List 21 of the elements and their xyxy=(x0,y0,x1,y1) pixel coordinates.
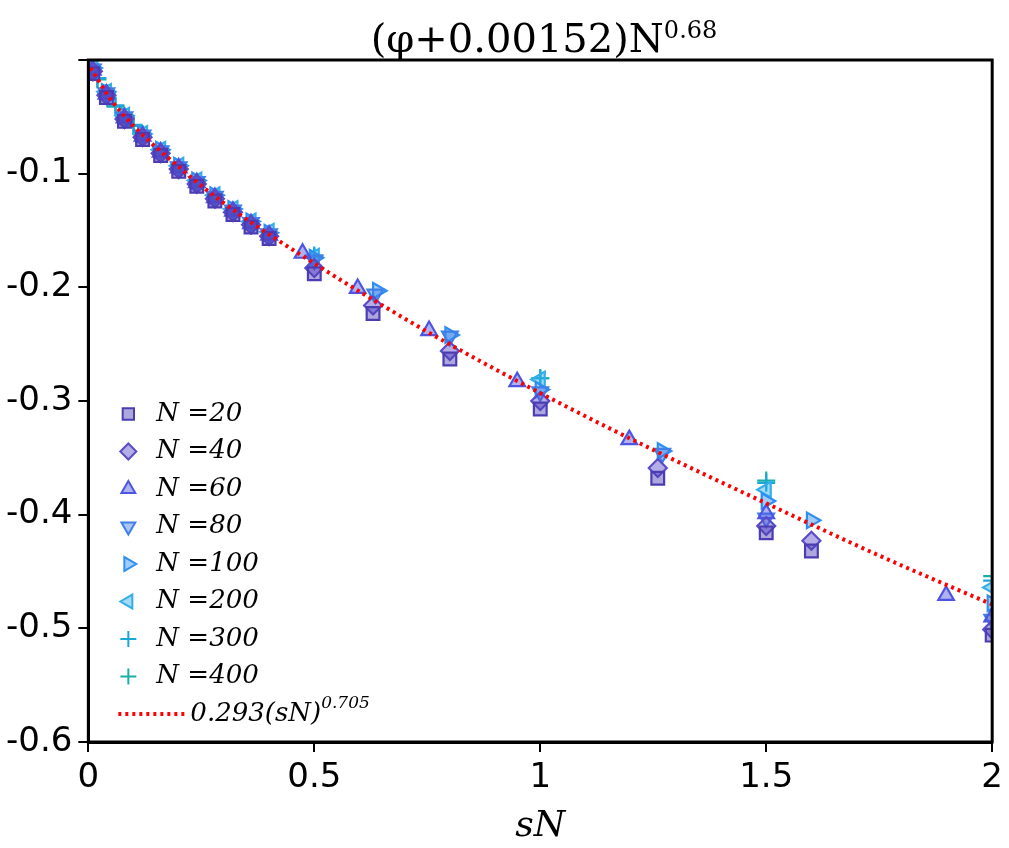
x-tick-label: 1 xyxy=(529,755,552,796)
x-tick-label: 1.5 xyxy=(739,755,794,796)
x-axis-title: sN xyxy=(515,802,567,844)
y-tick-label: -0.3 xyxy=(6,377,73,418)
legend-label: N =300 xyxy=(155,621,259,652)
legend-label: N =80 xyxy=(155,509,243,540)
y-tick-label: -0.6 xyxy=(6,718,73,759)
chart-title: (φ+0.00152)N$^{0.68}$ xyxy=(369,14,719,62)
y-tick-label: -0.5 xyxy=(6,605,73,646)
legend-label: N =400 xyxy=(155,659,259,690)
x-tick-label: 2 xyxy=(981,755,1003,796)
legend-label: N =20 xyxy=(155,396,243,427)
legend-label: N =100 xyxy=(155,546,259,577)
x-tick-label: 0 xyxy=(77,755,100,796)
legend-label: N =60 xyxy=(155,471,243,502)
x-tick-label: 0.5 xyxy=(287,755,342,796)
legend-label: N =200 xyxy=(155,584,259,615)
legend-label: N =40 xyxy=(155,434,243,465)
y-tick-label: -0.2 xyxy=(6,264,73,305)
y-tick-label: -0.1 xyxy=(6,150,73,191)
y-tick-label: -0.4 xyxy=(6,491,73,532)
